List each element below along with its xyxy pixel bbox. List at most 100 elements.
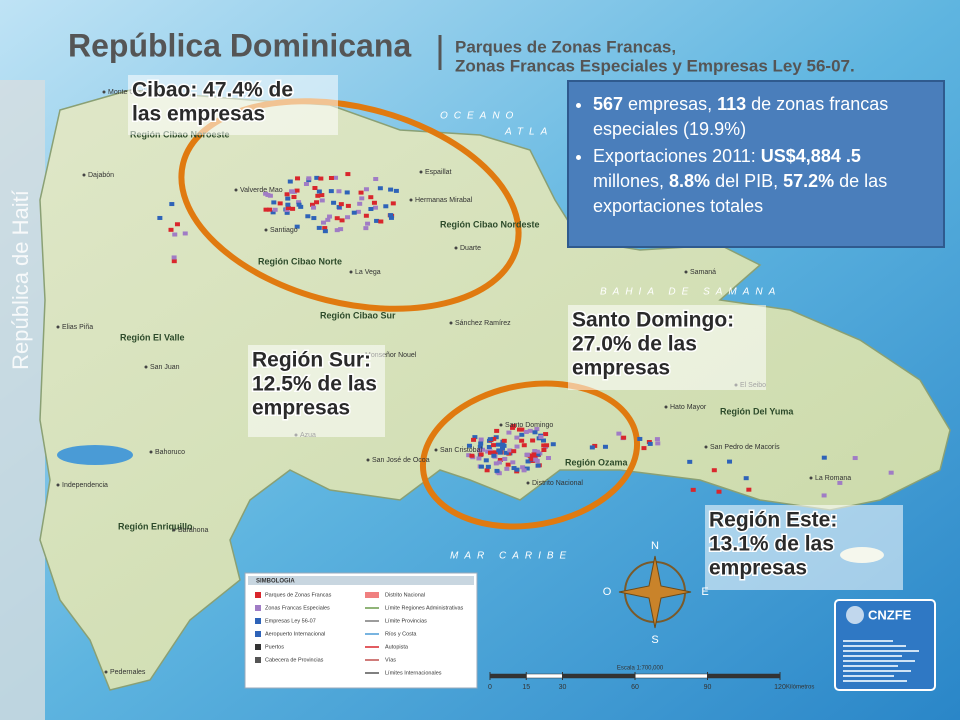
marker [303,181,309,186]
marker [534,458,540,463]
legend-item: Parques de Zonas Francas [265,592,332,598]
marker [284,192,290,197]
marker [485,464,491,469]
place-label: Hermanas Mirabal [415,197,473,204]
marker [472,435,478,440]
marker [534,427,540,432]
marker [888,470,894,475]
region-label: Región El Valle [120,332,185,342]
logo-text-line [843,665,898,667]
scale-tick-label: 0 [488,684,492,691]
marker [311,216,317,221]
scale-tick-label: 30 [559,684,567,691]
marker [527,428,533,433]
place-dot [434,448,438,452]
marker [338,227,344,232]
region-label: Región Enriquillo [118,521,193,531]
marker [690,487,696,492]
place-label: Monte Cristi [108,89,146,96]
place-label: Distrito Nacional [532,480,583,487]
info-box: 567 empresas, 113 de zonas francas espec… [567,80,945,248]
marker [525,459,531,464]
scale-segment [707,673,781,679]
marker [328,189,334,194]
scale-tick-label: 120 [774,684,786,691]
marker [501,438,507,443]
bullet-text: 8.8% [669,171,711,191]
place-dot [409,198,413,202]
marker [541,438,547,443]
scale-label: Escala 1:700,000 [617,666,664,672]
compass-letter: N [651,540,659,552]
marker [647,441,653,446]
marker [506,451,512,456]
marker [316,189,322,194]
marker [655,441,661,446]
compass-letter: E [701,586,708,598]
marker [494,428,500,433]
place-dot [349,270,353,274]
marker [388,187,394,192]
marker [483,458,489,463]
marker [511,449,517,454]
place-dot [449,321,453,325]
place-label: San Cristóbal [440,447,482,454]
marker [535,452,541,457]
marker [469,453,475,458]
bullet-text: del PIB, [710,171,784,191]
bullet-text: 57.2% [783,171,835,191]
marker [491,436,497,441]
logo-text-line [843,640,893,642]
marker [306,176,312,181]
place-label: San José de Ocoa [372,457,430,464]
place-dot [234,188,238,192]
scale-tick-label: 15 [522,684,530,691]
place-dot [526,481,530,485]
marker [746,487,752,492]
marker [544,443,550,448]
legend-symbol [365,592,379,598]
legend-header [248,576,474,585]
marker [476,456,482,461]
marker [637,436,643,441]
place-dot [454,246,458,250]
legend-item: Autopista [385,644,409,650]
marker [174,222,180,227]
marker [157,215,163,220]
marker [484,468,490,473]
place-dot [144,365,148,369]
marker [514,435,520,440]
marker [334,216,340,221]
callout-text: Cibao: 47.4% de [132,79,293,102]
marker [616,431,622,436]
marker [373,177,379,182]
marker [496,448,502,453]
place-dot [149,450,153,454]
marker [339,218,345,223]
sea-label: MAR CARIBE [450,551,572,562]
place-label: Samaná [690,269,716,276]
marker [524,466,530,471]
legend-symbol [255,605,261,611]
place-dot [264,228,268,232]
bullet-text: empresas, [623,94,718,114]
place-dot [704,445,708,449]
marker [388,215,394,220]
logo-text-line [843,655,902,657]
place-dot [684,270,688,274]
region-label: Región Del Yuma [720,406,794,416]
region-label: Región Cibao Nordeste [440,219,540,229]
marker [510,423,516,428]
marker [331,200,337,205]
place-dot [499,423,503,427]
callout-box [705,505,903,590]
marker [315,193,321,198]
marker [351,210,357,215]
marker [182,231,188,236]
marker [496,460,502,465]
legend-box [244,572,478,689]
legend-item: Empresas Ley 56-07 [265,618,316,624]
scale-segment [489,673,527,679]
marker [311,205,317,210]
marker [543,432,549,437]
